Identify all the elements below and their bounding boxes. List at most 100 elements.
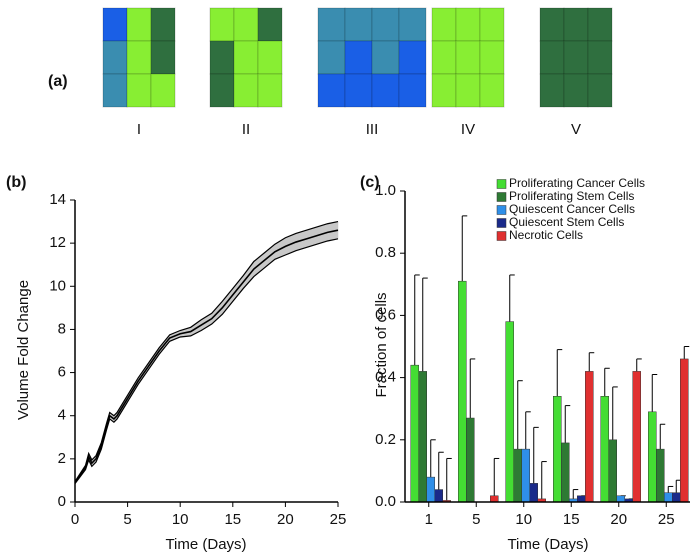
puzzle-piece [126,40,152,75]
y-tick-label: 0.2 [375,431,396,448]
x-tick-label: 0 [71,511,79,528]
bar [585,371,594,503]
bar [664,492,673,503]
bar [608,439,617,503]
y-tick-label: 0.0 [375,493,396,510]
legend-swatch [496,179,507,189]
bar [490,495,499,503]
x-tick-label: 25 [330,511,347,528]
puzzle-piece [539,7,565,42]
puzzle-piece [371,7,400,42]
y-tick-label: 0.8 [375,244,396,261]
y-tick-label: 0.4 [375,369,396,386]
puzzle-piece [539,40,565,75]
legend-label: Proliferating Cancer Cells [509,176,645,190]
bar [410,364,419,503]
puzzle-piece [126,73,152,108]
puzzle-piece [455,40,481,75]
puzzle-piece [257,40,283,75]
puzzle-piece [317,7,346,42]
puzzle-piece [344,73,373,108]
panel-label: (a) [48,73,68,90]
x-axis-label: Time (Days) [507,536,588,553]
x-tick-label: 15 [224,511,241,528]
y-tick-label: 12 [49,234,66,251]
puzzle-piece [257,73,283,108]
y-tick-label: 2 [58,450,66,467]
puzzle-piece [455,73,481,108]
bar [529,483,538,503]
bar [418,371,427,503]
legend-swatch [496,205,507,215]
puzzle-piece [317,40,346,75]
bar [513,448,522,503]
config-label: II [242,121,250,138]
bar [466,417,475,503]
x-tick-label: 20 [610,511,627,528]
puzzle-piece [563,7,589,42]
puzzle-piece [479,7,505,42]
puzzle-piece [102,40,128,75]
y-tick-label: 0 [58,493,66,510]
bar [672,492,681,503]
bar [616,495,625,503]
legend-label: Quiescent Cancer Cells [509,202,635,216]
puzzle-piece [431,40,457,75]
band-edge [74,238,339,485]
bar [434,489,443,503]
x-tick-label: 1 [425,511,433,528]
puzzle-piece [344,40,373,75]
band-edge [74,220,339,482]
puzzle-piece [398,73,427,108]
bar [656,448,665,503]
bar [600,396,609,503]
puzzle-piece [479,40,505,75]
legend-swatch [496,231,507,241]
config-label: III [366,121,379,138]
puzzle-piece [257,7,283,42]
bar [577,495,586,503]
puzzle-piece [233,73,259,108]
puzzle-piece [539,73,565,108]
puzzle-piece [344,7,373,42]
legend-label: Proliferating Stem Cells [509,189,634,203]
puzzle-piece [479,73,505,108]
x-tick-label: 20 [277,511,294,528]
config-label: I [137,121,141,138]
y-tick-label: 10 [49,277,66,294]
legend-label: Necrotic Cells [509,228,583,242]
bar [521,448,530,503]
x-tick-label: 10 [515,511,532,528]
panel-label: (c) [360,174,380,191]
y-tick-label: 1.0 [375,182,396,199]
puzzle-piece [563,40,589,75]
puzzle-piece [398,40,427,75]
puzzle-piece [371,73,400,108]
bar [505,321,514,503]
puzzle-piece [371,40,400,75]
puzzle-piece [563,73,589,108]
legend-swatch [496,192,507,202]
puzzle-piece [150,7,176,42]
bar [632,371,641,503]
puzzle-piece [587,7,613,42]
puzzle-piece [233,7,259,42]
y-tick-label: 14 [49,191,66,208]
puzzle-piece [209,73,235,108]
mean-line [74,229,339,484]
y-axis-label: Volume Fold Change [15,280,32,420]
x-tick-label: 5 [123,511,131,528]
config-label: V [571,121,581,138]
puzzle-piece [102,7,128,42]
puzzle-piece [126,7,152,42]
x-tick-label: 15 [563,511,580,528]
bar [426,476,435,503]
bar [680,358,689,503]
y-tick-label: 8 [58,320,66,337]
bar [458,280,467,503]
puzzle-piece [587,73,613,108]
legend-swatch [496,218,507,228]
puzzle-piece [398,7,427,42]
puzzle-piece [455,7,481,42]
